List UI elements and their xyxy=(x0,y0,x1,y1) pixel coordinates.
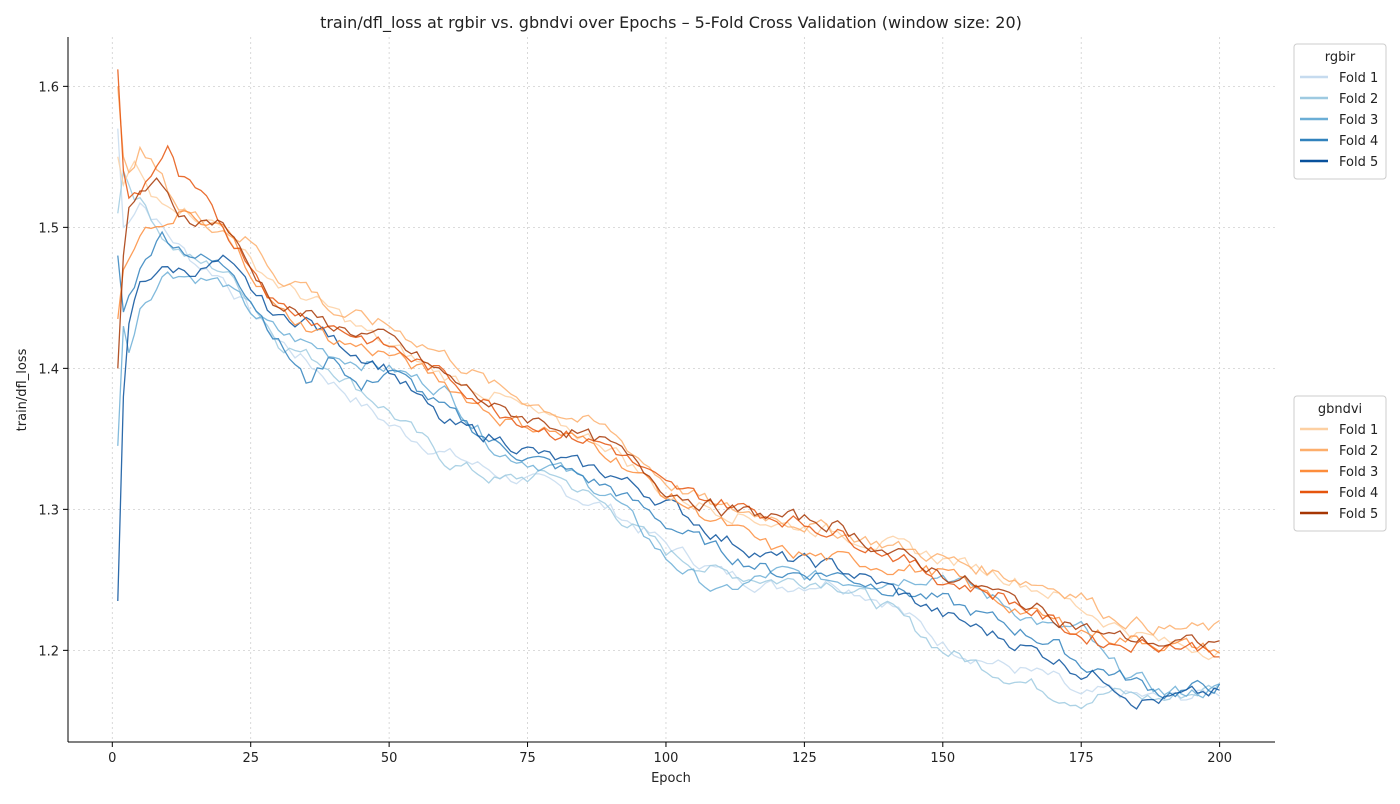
series-line-rgbir-fold-1 xyxy=(117,128,1220,701)
x-tick-label: 0 xyxy=(108,751,116,766)
grid-lines xyxy=(68,37,1275,742)
series-line-rgbir-fold-2 xyxy=(117,168,1221,710)
legend-label: Fold 5 xyxy=(1339,507,1378,522)
series-line-rgbir-fold-3 xyxy=(117,271,1220,699)
legend-label: Fold 1 xyxy=(1339,423,1378,438)
series-line-gbndvi-fold-2 xyxy=(117,86,1220,636)
legend-title: rgbir xyxy=(1325,50,1356,65)
legend-label: Fold 4 xyxy=(1339,134,1378,149)
y-tick-label: 1.5 xyxy=(38,221,59,236)
x-tick-label: 175 xyxy=(1069,751,1094,766)
x-tick-label: 50 xyxy=(381,751,398,766)
series-line-gbndvi-fold-1 xyxy=(117,156,1221,661)
series-line-gbndvi-fold-3 xyxy=(117,210,1220,654)
x-tick-label: 100 xyxy=(654,751,679,766)
y-tick-label: 1.4 xyxy=(38,362,59,377)
x-tick-label: 150 xyxy=(930,751,955,766)
chart-title: train/dfl_loss at rgbir vs. gbndvi over … xyxy=(320,13,1022,33)
x-tick-label: 125 xyxy=(792,751,817,766)
x-tick-label: 25 xyxy=(242,751,259,766)
legend-label: Fold 1 xyxy=(1339,71,1378,86)
legend-label: Fold 3 xyxy=(1339,113,1378,128)
series-line-gbndvi-fold-4 xyxy=(117,69,1220,658)
axis-ticks: 0 25 50 75 100 125 150 175 200 1.2 1.3 1.4 1.5 1.6 xyxy=(38,80,1232,766)
legend-label: Fold 3 xyxy=(1339,465,1378,480)
legend-gbndvi: gbndvi Fold 1 Fold 2 Fold 3 Fold 4 Fold 5 xyxy=(1293,395,1387,532)
series-line-gbndvi-fold-5 xyxy=(117,177,1220,648)
y-axis-label: train/dfl_loss xyxy=(15,348,30,431)
legend-rgbir: rgbir Fold 1 Fold 2 Fold 3 Fold 4 Fold 5 xyxy=(1293,43,1387,180)
legend-label: Fold 2 xyxy=(1339,92,1378,107)
series-line-rgbir-fold-4 xyxy=(117,230,1221,700)
x-tick-label: 75 xyxy=(519,751,536,766)
legend-label: Fold 4 xyxy=(1339,486,1378,501)
y-tick-label: 1.3 xyxy=(38,503,59,518)
legend-title: gbndvi xyxy=(1318,402,1362,417)
y-tick-label: 1.2 xyxy=(38,644,59,659)
x-axis-label: Epoch xyxy=(651,771,691,786)
series-lines xyxy=(117,69,1221,710)
y-tick-label: 1.6 xyxy=(38,80,59,95)
axes xyxy=(67,37,1275,743)
legend-label: Fold 5 xyxy=(1339,155,1378,170)
legend-label: Fold 2 xyxy=(1339,444,1378,459)
x-tick-label: 200 xyxy=(1207,751,1232,766)
series-line-rgbir-fold-5 xyxy=(117,254,1220,710)
